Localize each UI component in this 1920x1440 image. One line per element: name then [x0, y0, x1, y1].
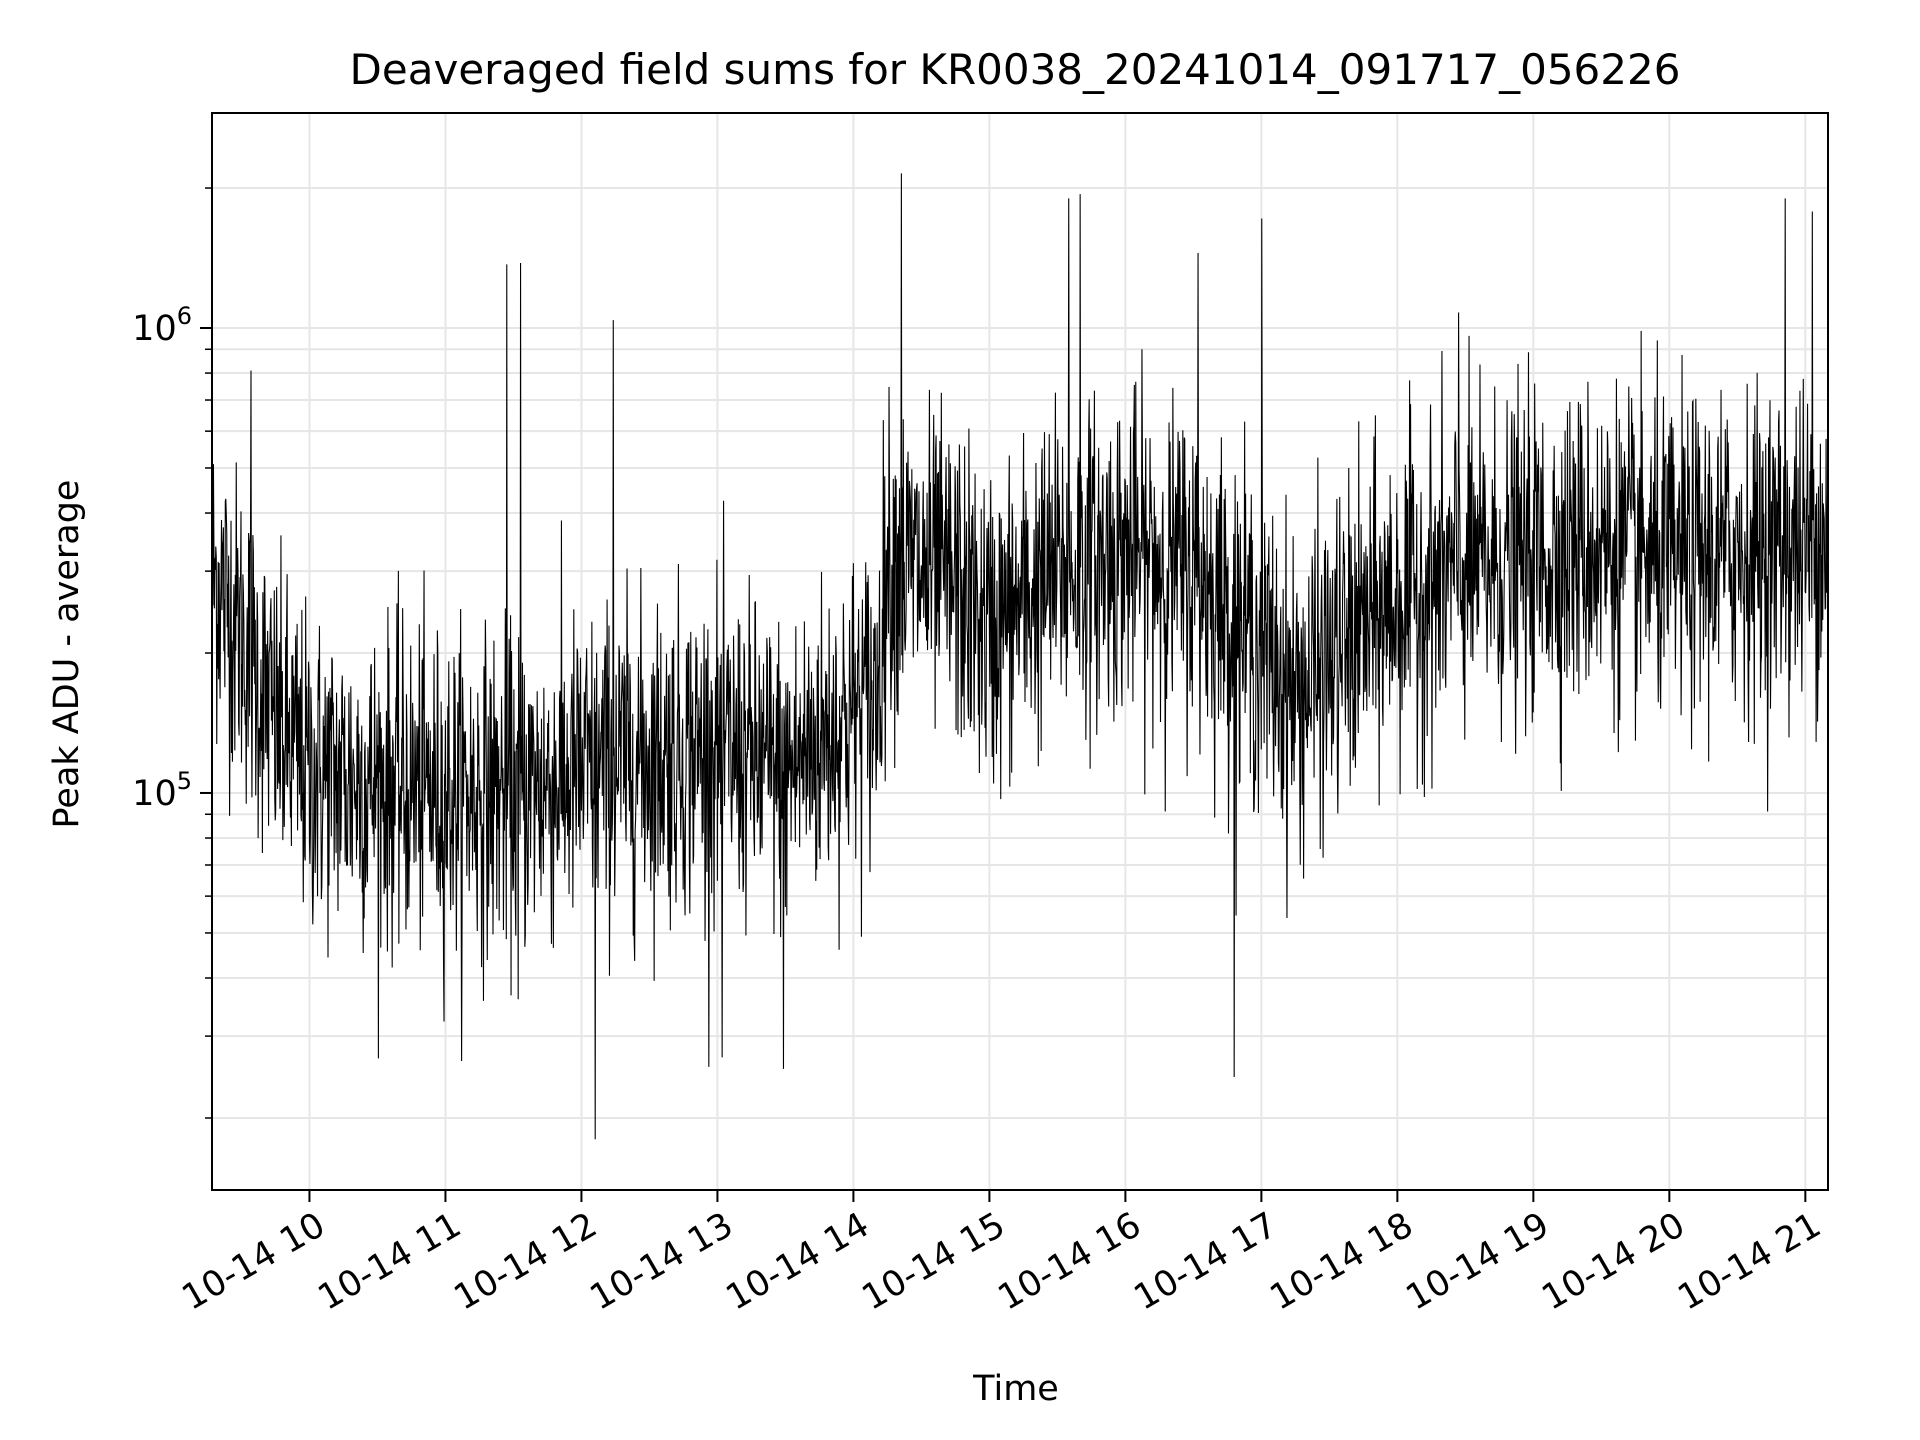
- y-tick-label: 105: [132, 767, 192, 814]
- x-tick-label: 10-14 17: [1128, 1205, 1284, 1318]
- y-tick-label: 106: [132, 302, 192, 349]
- x-tick-label: 10-14 14: [720, 1205, 876, 1318]
- x-tick-label: 10-14 21: [1672, 1205, 1828, 1318]
- y-axis-label: Peak ADU - average: [47, 480, 87, 829]
- series-layer: [211, 173, 1829, 1140]
- chart-title: Deaveraged field sums for KR0038_2024101…: [350, 45, 1681, 94]
- plot-frame: [211, 112, 1829, 1191]
- x-tick-label: 10-14 12: [448, 1205, 604, 1318]
- x-tick-label: 10-14 20: [1536, 1205, 1692, 1318]
- x-tick-label: 10-14 15: [856, 1205, 1012, 1318]
- x-tick-label: 10-14 11: [312, 1205, 468, 1318]
- x-tick-label: 10-14 16: [992, 1205, 1148, 1318]
- x-tick-label: 10-14 13: [584, 1205, 740, 1318]
- x-tick-label: 10-14 18: [1264, 1205, 1420, 1318]
- x-tick-label: 10-14 10: [176, 1205, 332, 1318]
- x-tick-label: 10-14 19: [1400, 1205, 1556, 1318]
- x-axis-label: Time: [972, 1369, 1059, 1409]
- series-line: [211, 173, 1829, 1140]
